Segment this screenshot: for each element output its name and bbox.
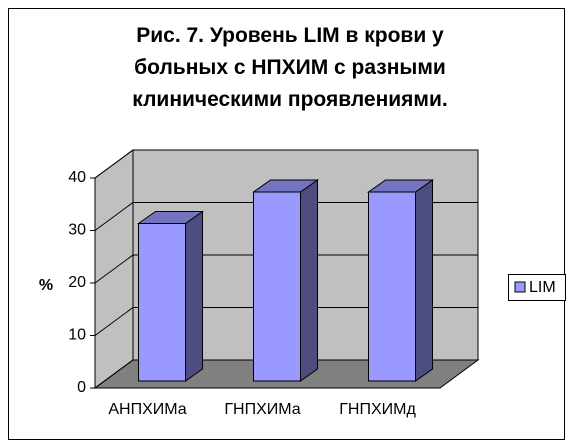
bar-front bbox=[138, 223, 186, 382]
bar-side bbox=[185, 210, 203, 382]
y-axis-label: % bbox=[39, 277, 53, 294]
y-tick-label: 40 bbox=[68, 169, 86, 186]
grid-line bbox=[94, 359, 478, 389]
bar bbox=[251, 179, 320, 382]
bar-front bbox=[368, 191, 416, 382]
chart-title: Рис. 7. Уровень LIM в крови у больных с … bbox=[132, 24, 448, 111]
y-tick-label: 10 bbox=[68, 327, 86, 344]
x-tick-label: АНПХИМа bbox=[108, 401, 186, 418]
bar-side bbox=[415, 179, 433, 382]
y-tick-label: 0 bbox=[77, 379, 86, 396]
grid-line bbox=[94, 254, 478, 284]
grid-line bbox=[94, 149, 478, 179]
legend-swatch bbox=[514, 281, 526, 293]
x-tick-label: ГНПХИМд bbox=[339, 401, 416, 418]
bar-side bbox=[300, 179, 318, 382]
grid-line bbox=[94, 307, 478, 336]
bar bbox=[136, 210, 205, 382]
bar-front bbox=[253, 191, 301, 382]
x-tick-label: ГНПХИМа bbox=[224, 401, 300, 418]
y-tick-label: 30 bbox=[68, 222, 86, 239]
y-tick-label: 20 bbox=[68, 274, 86, 291]
grid-line bbox=[94, 202, 478, 231]
legend-label: LIM bbox=[529, 279, 556, 296]
bar bbox=[366, 179, 435, 382]
